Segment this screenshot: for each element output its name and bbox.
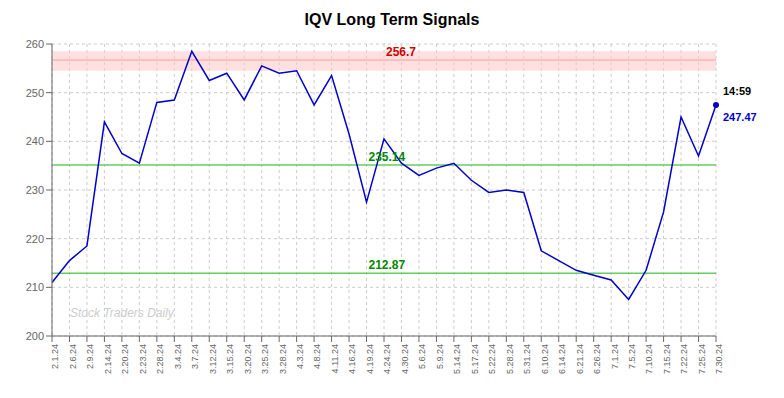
svg-text:7.5.24: 7.5.24	[627, 344, 637, 369]
svg-text:7.15.24: 7.15.24	[662, 344, 672, 374]
svg-text:2.14.24: 2.14.24	[103, 344, 113, 374]
svg-text:4.11.24: 4.11.24	[330, 344, 340, 373]
svg-text:230: 230	[26, 184, 44, 196]
svg-text:5.22.24: 5.22.24	[487, 344, 497, 374]
svg-text:5.31.24: 5.31.24	[522, 344, 532, 374]
svg-text:5.14.24: 5.14.24	[452, 344, 462, 374]
svg-text:3.25.24: 3.25.24	[260, 344, 270, 374]
svg-text:3.4.24: 3.4.24	[173, 344, 183, 369]
svg-text:247.47: 247.47	[723, 111, 757, 123]
svg-text:210: 210	[26, 281, 44, 293]
svg-text:3.28.24: 3.28.24	[278, 344, 288, 374]
svg-text:14:59: 14:59	[723, 85, 751, 97]
svg-text:4.24.24: 4.24.24	[382, 344, 392, 374]
html-text:IQV Long Term Signals: IQV Long Term Signals	[304, 11, 480, 28]
svg-text:220: 220	[26, 233, 44, 245]
svg-text:240: 240	[26, 135, 44, 147]
svg-text:5.17.24: 5.17.24	[470, 344, 480, 374]
svg-text:2.20.24: 2.20.24	[120, 344, 130, 374]
svg-text:4.3.24: 4.3.24	[295, 344, 305, 369]
html-text:Stock Traders Daily: Stock Traders Daily	[70, 306, 174, 320]
svg-text:7.25.24: 7.25.24	[697, 344, 707, 374]
svg-text:5.9.24: 5.9.24	[435, 344, 445, 369]
svg-text:256.7: 256.7	[386, 45, 416, 59]
svg-text:2.9.24: 2.9.24	[85, 344, 95, 369]
svg-text:2.6.24: 2.6.24	[68, 344, 78, 369]
svg-text:260: 260	[26, 38, 44, 50]
svg-text:2.1.24: 2.1.24	[50, 344, 60, 369]
svg-text:7.30.24: 7.30.24	[714, 344, 724, 374]
svg-text:5.6.24: 5.6.24	[417, 344, 427, 369]
svg-text:6.10.24: 6.10.24	[540, 344, 550, 374]
svg-text:2.28.24: 2.28.24	[155, 344, 165, 374]
svg-text:7.10.24: 7.10.24	[644, 344, 654, 374]
svg-text:250: 250	[26, 87, 44, 99]
svg-text:3.15.24: 3.15.24	[225, 344, 235, 374]
svg-text:5.28.24: 5.28.24	[505, 344, 515, 374]
svg-text:6.14.24: 6.14.24	[557, 344, 567, 374]
svg-text:7.1.24: 7.1.24	[610, 344, 620, 369]
svg-text:3.20.24: 3.20.24	[243, 344, 253, 374]
svg-text:4.19.24: 4.19.24	[365, 344, 375, 374]
svg-text:235.14: 235.14	[369, 150, 406, 164]
svg-text:4.30.24: 4.30.24	[400, 344, 410, 374]
svg-text:2.23.24: 2.23.24	[138, 344, 148, 374]
svg-text:4.8.24: 4.8.24	[312, 344, 322, 369]
svg-text:6.21.24: 6.21.24	[575, 344, 585, 374]
svg-text:3.12.24: 3.12.24	[208, 344, 218, 374]
svg-text:3.7.24: 3.7.24	[190, 344, 200, 369]
svg-text:200: 200	[26, 330, 44, 342]
svg-text:7.22.24: 7.22.24	[679, 344, 689, 374]
svg-text:4.16.24: 4.16.24	[347, 344, 357, 374]
svg-text:212.87: 212.87	[369, 258, 406, 272]
svg-text:6.26.24: 6.26.24	[592, 344, 602, 374]
